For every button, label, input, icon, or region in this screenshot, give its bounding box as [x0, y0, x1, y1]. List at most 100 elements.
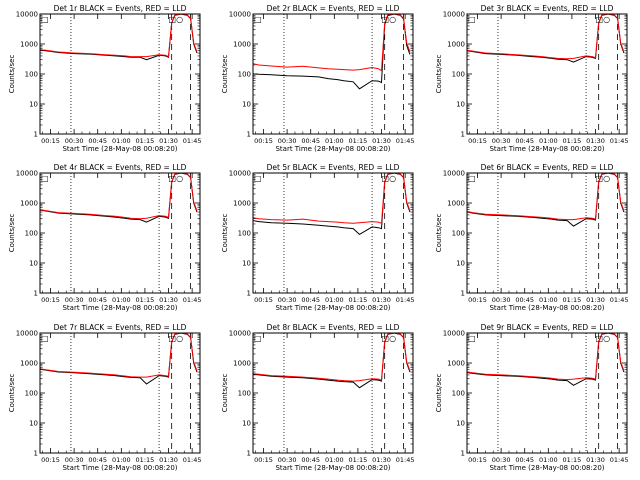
- y-tick-label: 1000: [20, 360, 38, 368]
- y-tick-label: 10000: [229, 330, 251, 338]
- y-axis-label: Counts/sec: [8, 374, 16, 413]
- x-tick-label: 00:30: [278, 137, 297, 145]
- y-tick-label: 10000: [229, 11, 251, 19]
- y-tick-label: 100: [452, 390, 465, 398]
- plot-frame: [252, 13, 414, 135]
- corner-glyph-right: □○: [382, 174, 397, 183]
- y-tick-label: 100: [452, 71, 465, 79]
- y-tick-label: 10: [29, 101, 38, 109]
- y-axis-label: Counts/sec: [435, 374, 443, 413]
- corner-glyph-left: □: [468, 15, 476, 24]
- x-tick-label: 00:15: [41, 456, 60, 464]
- lld-series-line: [253, 172, 411, 225]
- x-tick-label: 01:45: [610, 296, 629, 304]
- x-tick-label: 00:30: [492, 296, 511, 304]
- y-tick-label: 1: [34, 290, 38, 298]
- y-tick-label: 100: [25, 71, 38, 79]
- lld-series-line: [40, 172, 198, 220]
- plot-frame: [39, 332, 201, 454]
- x-tick-label: 01:30: [372, 456, 391, 464]
- x-tick-label: 01:15: [136, 296, 155, 304]
- x-axis-label: Start Time (28-May-08 00:08:20): [489, 145, 604, 153]
- x-tick-label: 00:15: [468, 456, 487, 464]
- y-tick-label: 10000: [16, 330, 38, 338]
- y-tick-label: 1: [461, 131, 465, 139]
- x-tick-label: 00:30: [278, 296, 297, 304]
- y-tick-label: 10000: [229, 170, 251, 178]
- y-tick-label: 10: [242, 420, 251, 428]
- y-tick-label: 10: [29, 420, 38, 428]
- panel-title: Det 8r BLACK = Events, RED = LLD: [267, 323, 400, 332]
- lld-series-line: [40, 332, 198, 378]
- y-tick-label: 1000: [20, 200, 38, 208]
- plot-frame: [39, 172, 201, 294]
- lld-series-line: [467, 332, 625, 381]
- panel-title: Det 6r BLACK = Events, RED = LLD: [481, 163, 614, 172]
- panel-title: Det 1r BLACK = Events, RED = LLD: [54, 4, 187, 13]
- corner-glyph-left: □: [254, 334, 262, 343]
- x-tick-label: 01:45: [610, 137, 629, 145]
- x-tick-label: 00:45: [88, 137, 107, 145]
- corner-glyph-right: □○: [169, 334, 184, 343]
- y-tick-label: 1: [247, 290, 251, 298]
- x-axis-label: Start Time (28-May-08 00:08:20): [275, 145, 390, 153]
- y-axis-label: Counts/sec: [8, 214, 16, 253]
- x-tick-label: 01:45: [610, 456, 629, 464]
- x-tick-label: 00:30: [65, 296, 84, 304]
- lld-series-line: [253, 332, 411, 382]
- y-tick-label: 10000: [16, 11, 38, 19]
- x-tick-label: 00:15: [468, 137, 487, 145]
- panel-title: Det 7r BLACK = Events, RED = LLD: [54, 323, 187, 332]
- x-tick-label: 00:30: [65, 456, 84, 464]
- x-tick-label: 00:45: [301, 456, 320, 464]
- x-tick-label: 01:00: [325, 296, 344, 304]
- y-tick-label: 100: [238, 230, 251, 238]
- y-axis-label: Counts/sec: [8, 55, 16, 94]
- x-axis-label: Start Time (28-May-08 00:08:20): [62, 304, 177, 312]
- x-tick-label: 01:15: [136, 456, 155, 464]
- x-tick-label: 01:30: [159, 137, 178, 145]
- x-tick-label: 00:45: [515, 456, 534, 464]
- x-tick-label: 00:30: [278, 456, 297, 464]
- y-tick-label: 1: [34, 450, 38, 458]
- x-tick-label: 01:00: [325, 137, 344, 145]
- x-tick-label: 00:45: [88, 296, 107, 304]
- corner-glyph-right: □○: [382, 15, 397, 24]
- y-axis-label: Counts/sec: [221, 214, 229, 253]
- x-tick-label: 00:45: [301, 296, 320, 304]
- x-tick-label: 01:30: [586, 456, 605, 464]
- x-tick-label: 00:15: [254, 296, 273, 304]
- x-axis-label: Start Time (28-May-08 00:08:20): [275, 304, 390, 312]
- y-tick-label: 1000: [447, 200, 465, 208]
- corner-glyph-left: □: [254, 174, 262, 183]
- y-tick-label: 100: [25, 390, 38, 398]
- x-tick-label: 00:45: [515, 296, 534, 304]
- plot-frame: [466, 172, 628, 294]
- x-tick-label: 00:45: [301, 137, 320, 145]
- corner-glyph-right: □○: [596, 174, 611, 183]
- panel-det-1: Det 1r BLACK = Events, RED = LLD 1 10 100 10…: [8, 4, 201, 153]
- y-tick-label: 10: [456, 260, 465, 268]
- panel-title: Det 3r BLACK = Events, RED = LLD: [481, 4, 614, 13]
- x-axis-label: Start Time (28-May-08 00:08:20): [62, 145, 177, 153]
- y-tick-label: 1: [461, 450, 465, 458]
- x-tick-label: 01:00: [112, 137, 131, 145]
- x-tick-label: 01:45: [183, 137, 202, 145]
- x-tick-label: 01:15: [349, 296, 368, 304]
- corner-glyph-right: □○: [596, 334, 611, 343]
- x-axis-label: Start Time (28-May-08 00:08:20): [489, 464, 604, 472]
- plot-frame: [252, 172, 414, 294]
- y-tick-label: 10000: [443, 170, 465, 178]
- corner-glyph-left: □: [41, 15, 49, 24]
- x-tick-label: 00:15: [468, 296, 487, 304]
- x-tick-label: 00:30: [492, 456, 511, 464]
- y-tick-label: 1: [247, 450, 251, 458]
- x-tick-label: 01:15: [563, 137, 582, 145]
- x-tick-label: 01:30: [159, 456, 178, 464]
- x-tick-label: 00:45: [515, 137, 534, 145]
- y-tick-label: 1: [461, 290, 465, 298]
- x-tick-label: 01:45: [183, 296, 202, 304]
- y-tick-label: 10: [242, 260, 251, 268]
- plot-frame: [466, 332, 628, 454]
- y-tick-label: 100: [25, 230, 38, 238]
